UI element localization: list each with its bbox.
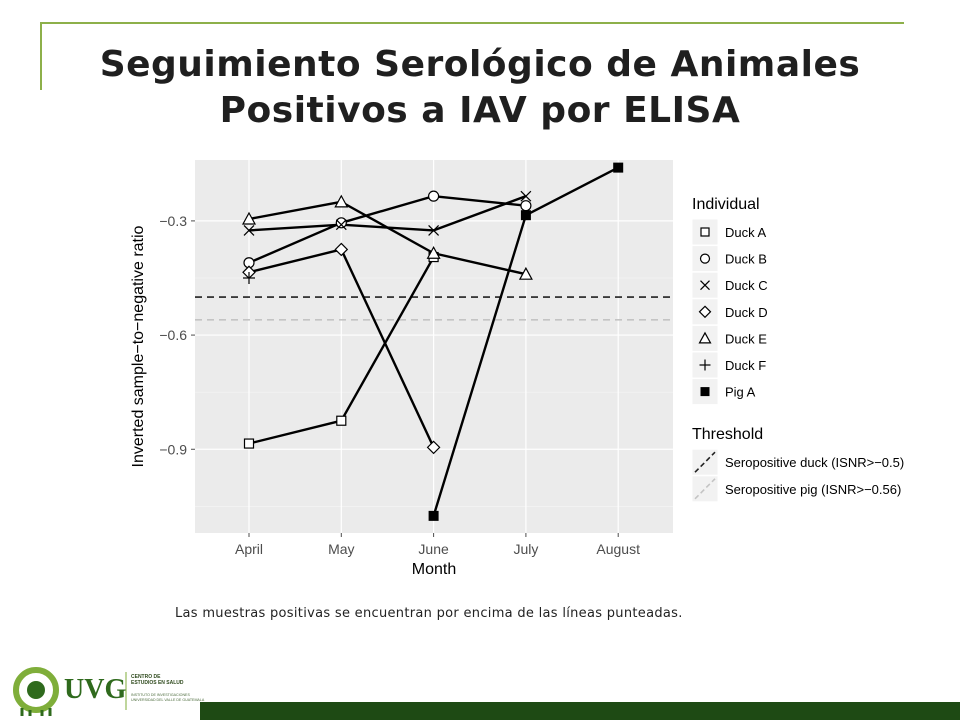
point-marker-circle-open	[335, 217, 347, 229]
y-tick-label: −0.3	[159, 213, 187, 229]
x-axis-title: Month	[412, 561, 456, 578]
point-marker-diamond-open	[426, 440, 441, 455]
legend-title: Individual	[692, 196, 760, 213]
marker-shape	[243, 224, 255, 236]
marker-shape	[426, 440, 441, 455]
x-tick-label: July	[513, 541, 538, 557]
point-marker-square-open	[700, 227, 710, 237]
marker-shape	[241, 211, 257, 225]
marker-shape	[335, 219, 347, 231]
series-line	[248, 194, 527, 264]
legend-label: Duck C	[725, 278, 768, 293]
point-marker-circle-open	[699, 253, 711, 264]
legend-label: Duck B	[725, 252, 767, 267]
legend-label: Duck E	[725, 331, 767, 346]
x-tick-label: April	[235, 541, 263, 557]
point-marker-plus	[699, 359, 711, 371]
marker-shape	[520, 190, 532, 202]
footer-bar	[200, 702, 960, 720]
legend-threshold-line	[694, 451, 716, 473]
marker-shape	[334, 194, 349, 208]
marker-shape	[700, 280, 710, 291]
point-marker-square-open	[243, 438, 255, 449]
point-marker-x	[243, 224, 255, 236]
point-marker-triangle-open	[334, 194, 349, 208]
legend-label: Pig A	[725, 385, 756, 400]
legend-threshold-label: Seropositive pig (ISNR>−0.56)	[725, 482, 901, 497]
series-line	[248, 200, 527, 276]
point-marker-x	[700, 280, 710, 291]
point-marker-triangle-open	[518, 266, 533, 280]
marker-shape	[426, 245, 441, 259]
legend-threshold-line	[694, 478, 716, 500]
logo-line-1: CENTRO DE	[131, 674, 161, 680]
marker-shape	[613, 162, 624, 173]
point-marker-square-filled	[520, 210, 531, 221]
marker-shape	[335, 217, 347, 229]
point-marker-x	[428, 224, 440, 236]
marker-shape	[428, 510, 439, 521]
legend-label: Duck D	[725, 305, 768, 320]
point-marker-circle-open	[520, 200, 532, 212]
legend-threshold-label: Seropositive duck (ISNR>−0.5)	[725, 455, 904, 470]
accent-line-left	[40, 22, 42, 90]
point-marker-triangle-open	[698, 331, 712, 344]
logo-line-2: ESTUDIOS EN SALUD	[131, 680, 184, 686]
point-marker-square-filled	[613, 162, 624, 173]
marker-shape	[700, 227, 710, 237]
marker-shape	[520, 210, 531, 221]
point-marker-square-filled	[428, 510, 439, 521]
marker-shape	[336, 415, 347, 426]
point-marker-triangle-open	[426, 245, 441, 259]
point-marker-x	[520, 190, 532, 202]
legend-key	[691, 298, 719, 326]
marker-shape	[428, 224, 440, 236]
point-marker-square-filled	[700, 387, 710, 397]
marker-shape	[520, 200, 532, 212]
legend-label: Duck A	[725, 225, 767, 240]
point-marker-diamond-open	[334, 242, 349, 257]
marker-shape	[698, 305, 712, 319]
logo-mark-text: UVG	[64, 674, 126, 705]
slide-title: Seguimiento Serológico de Animales Posit…	[60, 42, 900, 134]
point-marker-x	[335, 219, 347, 231]
marker-shape	[243, 438, 255, 449]
y-axis-title: Inverted sample−to−negative ratio	[130, 225, 147, 467]
point-marker-circle-open	[428, 190, 440, 202]
x-tick-label: August	[596, 541, 640, 557]
title-line-1: Seguimiento Serológico de Animales	[99, 44, 861, 85]
accent-line-top	[40, 22, 904, 24]
legend-label: Duck F	[725, 358, 766, 373]
marker-shape	[334, 242, 349, 257]
marker-shape	[518, 266, 533, 280]
marker-shape	[428, 190, 440, 202]
marker-shape	[698, 331, 712, 344]
y-tick-label: −0.6	[159, 327, 187, 343]
x-tick-label: May	[328, 541, 354, 557]
chart-caption: Las muestras positivas se encuentran por…	[175, 606, 683, 621]
logo-emblem-icon	[13, 667, 59, 716]
x-tick-label: June	[418, 541, 449, 557]
y-tick-label: −0.9	[159, 441, 187, 457]
title-line-2: Positivos a IAV por ELISA	[219, 90, 741, 131]
point-marker-diamond-open	[698, 305, 712, 319]
point-marker-triangle-open	[241, 211, 257, 225]
marker-shape	[699, 253, 711, 264]
legend-threshold-title: Threshold	[692, 426, 763, 443]
logo-line-4: UNIVERSIDAD DEL VALLE DE GUATEMALA	[131, 698, 205, 702]
uvg-logo: UVG CENTRO DE ESTUDIOS EN SALUD INSTITUT…	[13, 667, 205, 716]
logo-line-3: INSTITUTO DE INVESTIGACIONES	[131, 693, 190, 697]
line-chart: −0.9 −0.6 −0.3 April May June July August Month I…	[130, 160, 904, 578]
marker-shape	[700, 387, 710, 397]
point-marker-plus	[243, 271, 255, 284]
point-marker-square-open	[336, 415, 347, 426]
